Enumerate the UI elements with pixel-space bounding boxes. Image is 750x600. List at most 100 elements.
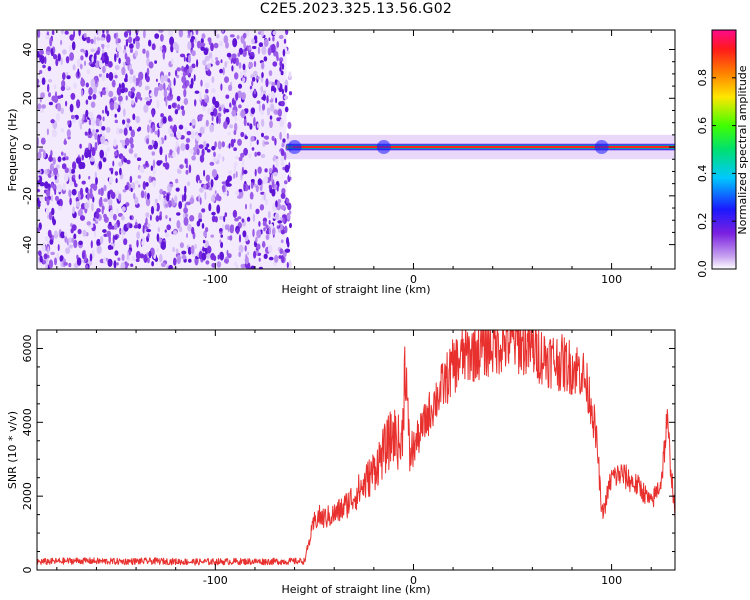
noise-cell [59,255,64,263]
noise-cell [78,240,83,246]
noise-cell [172,266,178,269]
noise-cell [39,182,45,187]
noise-cell [226,52,232,58]
noise-cell [187,41,192,50]
noise-cell [223,121,228,130]
y-tick-label: 0 [21,144,34,151]
noise-cell [242,77,246,83]
noise-cell [222,156,225,162]
noise-cell [236,35,240,40]
noise-cell [242,32,247,39]
noise-cell [98,73,102,78]
noise-cell [46,198,50,206]
noise-cell [129,137,134,145]
noise-cell [138,126,142,131]
noise-cell [102,30,105,34]
noise-cell [106,147,111,152]
noise-cell [219,228,223,232]
noise-cell [146,67,150,77]
noise-cell [68,237,73,243]
noise-cell [260,85,264,93]
noise-cell [275,160,279,168]
noise-cell [207,107,212,115]
noise-cell [191,226,195,235]
noise-cell [66,75,71,80]
noise-cell [80,48,85,53]
noise-cell [248,61,253,69]
noise-cell [45,35,50,40]
noise-cell [122,61,126,68]
noise-cell [122,108,126,117]
noise-cell [148,39,152,47]
noise-cell [121,82,125,91]
noise-cell [99,120,102,127]
noise-cell [37,30,41,38]
noise-cell [209,124,215,133]
noise-cell [176,131,182,140]
noise-cell [63,262,68,266]
colorbar-tick-label: 0.6 [696,117,709,135]
noise-cell [216,261,222,268]
noise-cell [270,223,274,230]
noise-cell [128,90,132,97]
noise-cell [186,130,192,136]
noise-cell [277,108,282,117]
noise-cell [284,180,288,185]
noise-cell [47,83,50,93]
noise-cell [235,57,239,67]
noise-cell [57,244,60,252]
noise-cell [50,251,55,256]
noise-cell [264,168,268,173]
noise-cell [271,188,276,197]
noise-cell [261,103,266,111]
noise-cell [191,36,195,40]
noise-cell [250,135,255,142]
noise-cell [189,84,194,89]
noise-cell [65,100,68,107]
noise-cell [71,224,77,231]
noise-cell [90,48,96,53]
noise-cell [52,157,56,165]
noise-cell [251,147,255,151]
noise-cell [114,150,118,157]
noise-cell [60,107,65,115]
noise-cell [234,161,238,167]
noise-cell [200,42,206,47]
noise-cell [214,100,220,109]
noise-cell [121,66,126,76]
noise-cell [37,227,41,232]
noise-cell [72,206,75,214]
noise-cell [268,37,271,41]
noise-cell [275,97,278,104]
noise-cell [243,41,247,49]
noise-cell [98,198,103,207]
noise-cell [229,224,234,234]
noise-cell [253,60,257,68]
noise-cell [129,175,133,183]
noise-cell [151,43,156,51]
noise-cell [55,178,59,184]
noise-cell [114,235,118,240]
noise-cell [206,143,210,148]
noise-cell [263,56,268,62]
noise-cell [48,234,52,239]
noise-cell [183,98,189,105]
noise-cell [139,253,145,259]
noise-cell [187,223,192,232]
noise-cell [191,118,196,126]
noise-cell [136,231,141,240]
noise-cell [68,189,72,198]
noise-cell [69,52,74,61]
noise-cell [272,36,275,42]
colorbar-label: Normalized spectral amplitude [736,65,749,234]
noise-cell [258,102,261,112]
noise-cell [143,104,149,113]
noise-cell [114,250,119,256]
noise-cell [225,178,230,187]
noise-cell [51,215,55,224]
noise-cell [146,100,151,106]
noise-cell [168,104,172,110]
noise-cell [88,128,91,135]
noise-cell [73,239,78,249]
noise-cell [169,149,173,156]
